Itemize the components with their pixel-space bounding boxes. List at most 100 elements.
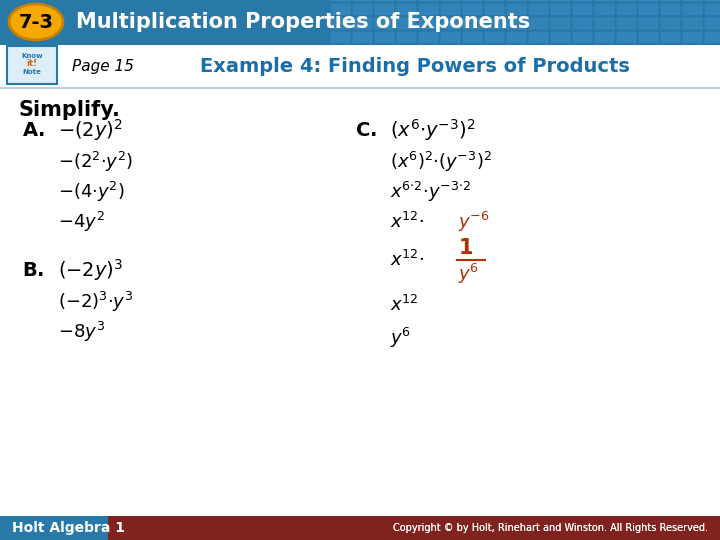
Text: $(x^{6}{\cdot}y^{-3})^{2}$: $(x^{6}{\cdot}y^{-3})^{2}$ (390, 117, 476, 143)
Bar (507, 18, 526, 29)
Bar (573, 18, 592, 29)
Bar (661, 4, 680, 15)
Bar (551, 32, 570, 43)
Bar (441, 32, 460, 43)
Bar (573, 0, 592, 1)
Bar (0, 44, 720, 88)
Text: $-(4{\cdot}y^{2})$: $-(4{\cdot}y^{2})$ (58, 180, 125, 204)
Text: Holt Algebra 1: Holt Algebra 1 (12, 521, 125, 535)
Text: $(x^{6})^{2}{\cdot}(y^{-3})^{2}$: $(x^{6})^{2}{\cdot}(y^{-3})^{2}$ (390, 150, 492, 174)
Text: $y^{6}$: $y^{6}$ (390, 326, 411, 350)
Text: Example 4: Finding Powers of Products: Example 4: Finding Powers of Products (200, 57, 630, 76)
Text: $-(2^{2}{\cdot}y^{2})$: $-(2^{2}{\cdot}y^{2})$ (58, 150, 133, 174)
Bar (705, 0, 720, 1)
Text: Page 15: Page 15 (72, 58, 134, 73)
Bar (375, 18, 394, 29)
Text: $\mathbf{A.}$: $\mathbf{A.}$ (22, 120, 45, 139)
Bar (441, 18, 460, 29)
Text: $-4y^{2}$: $-4y^{2}$ (58, 210, 104, 234)
Bar (485, 32, 504, 43)
Bar (419, 18, 438, 29)
Text: Note: Note (22, 69, 42, 75)
Text: $y^{6}$: $y^{6}$ (458, 262, 479, 286)
Bar (529, 0, 548, 1)
Bar (595, 4, 614, 15)
Bar (331, 0, 350, 1)
Bar (661, 18, 680, 29)
Bar (463, 4, 482, 15)
Bar (463, 18, 482, 29)
Bar (661, 0, 680, 1)
Bar (639, 4, 658, 15)
Text: Copyright © by Holt, Rinehart and Winston. All Rights Reserved.: Copyright © by Holt, Rinehart and Winsto… (393, 523, 708, 533)
Text: $x^{6{\cdot}2}{\cdot}y^{-3{\cdot}2}$: $x^{6{\cdot}2}{\cdot}y^{-3{\cdot}2}$ (390, 180, 471, 204)
Bar (551, 18, 570, 29)
Bar (639, 18, 658, 29)
Bar (683, 18, 702, 29)
Text: it!: it! (27, 59, 37, 69)
Bar (375, 4, 394, 15)
Bar (397, 18, 416, 29)
Text: $\mathbf{B.}$: $\mathbf{B.}$ (22, 260, 44, 280)
Text: Simplify.: Simplify. (18, 100, 120, 120)
Bar (705, 18, 720, 29)
Text: $\mathbf{C.}$: $\mathbf{C.}$ (355, 120, 377, 139)
Text: $\mathbf{1}$: $\mathbf{1}$ (458, 238, 473, 258)
Text: Copyright © by Holt, Rinehart and Winston. All Rights Reserved.: Copyright © by Holt, Rinehart and Winsto… (393, 523, 708, 533)
Bar (485, 18, 504, 29)
Bar (353, 0, 372, 1)
Bar (595, 0, 614, 1)
Bar (705, 32, 720, 43)
Bar (353, 18, 372, 29)
Bar (507, 4, 526, 15)
Bar (419, 0, 438, 1)
Bar (353, 4, 372, 15)
Text: Multiplication Properties of Exponents: Multiplication Properties of Exponents (76, 12, 530, 32)
Bar (7, 46, 57, 84)
Ellipse shape (9, 4, 63, 40)
Bar (639, 32, 658, 43)
Bar (331, 18, 350, 29)
Bar (617, 0, 636, 1)
Bar (573, 32, 592, 43)
Bar (705, 4, 720, 15)
Bar (108, 516, 720, 540)
Bar (507, 0, 526, 1)
Bar (463, 0, 482, 1)
Bar (419, 32, 438, 43)
Text: $-(2y)^{2}$: $-(2y)^{2}$ (58, 117, 123, 143)
Bar (529, 4, 548, 15)
Bar (0, 516, 720, 540)
Bar (661, 32, 680, 43)
Bar (617, 4, 636, 15)
Text: $x^{12}{\cdot}$: $x^{12}{\cdot}$ (390, 212, 424, 232)
Bar (683, 32, 702, 43)
Bar (529, 18, 548, 29)
Bar (683, 4, 702, 15)
Text: 7-3: 7-3 (19, 12, 53, 31)
Bar (331, 32, 350, 43)
Bar (441, 0, 460, 1)
Bar (419, 4, 438, 15)
Bar (573, 4, 592, 15)
Bar (0, 0, 720, 44)
Text: $x^{12}{\cdot}$: $x^{12}{\cdot}$ (390, 250, 424, 270)
Bar (397, 0, 416, 1)
Bar (397, 32, 416, 43)
Bar (331, 4, 350, 15)
Bar (617, 32, 636, 43)
Bar (617, 18, 636, 29)
Bar (375, 0, 394, 1)
Text: Know: Know (21, 53, 42, 59)
Bar (485, 4, 504, 15)
Text: $-8y^{3}$: $-8y^{3}$ (58, 320, 105, 344)
Bar (529, 32, 548, 43)
Text: $y^{-6}$: $y^{-6}$ (458, 210, 490, 234)
Bar (639, 0, 658, 1)
Text: $x^{12}$: $x^{12}$ (390, 295, 419, 315)
Bar (0, 88, 720, 540)
Bar (463, 32, 482, 43)
Bar (441, 4, 460, 15)
Bar (595, 32, 614, 43)
Bar (551, 0, 570, 1)
